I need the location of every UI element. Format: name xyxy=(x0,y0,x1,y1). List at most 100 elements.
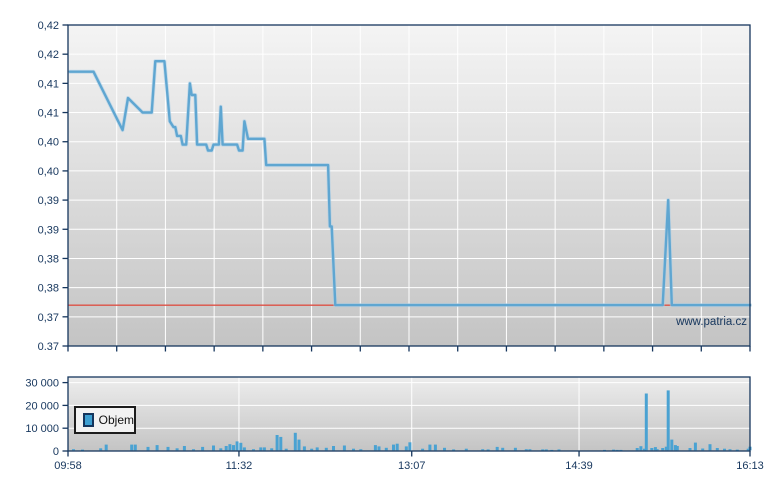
patria-watermark: www.patria.cz xyxy=(676,316,747,328)
price-y-tick-label: 0,40 xyxy=(38,137,59,149)
volume-bar xyxy=(146,446,150,451)
volume-bar xyxy=(99,448,103,451)
volume-bar xyxy=(377,446,381,451)
volume-bar xyxy=(404,446,408,451)
price-y-tick-label: 0,41 xyxy=(38,78,59,90)
volume-plot-background xyxy=(68,377,750,451)
volume-bar xyxy=(242,447,246,451)
volume-bar xyxy=(513,447,517,451)
volume-y-tick-label: 20 000 xyxy=(25,400,59,412)
volume-bar xyxy=(443,447,446,451)
volume-bar xyxy=(408,442,412,451)
volume-bar xyxy=(228,444,232,451)
volume-bar xyxy=(324,447,328,451)
price-y-tick-label: 0,37 xyxy=(38,312,59,324)
volume-bar xyxy=(655,449,659,451)
price-y-tick-label: 0.37 xyxy=(38,341,59,353)
volume-bar xyxy=(421,448,425,451)
price-y-tick-label: 0,39 xyxy=(38,224,59,236)
volume-bar xyxy=(235,441,239,451)
volume-legend-label: Objem xyxy=(98,413,134,427)
volume-bar xyxy=(544,449,548,451)
volume-bar xyxy=(302,446,306,451)
volume-bar xyxy=(675,446,679,451)
volume-bar xyxy=(664,446,668,451)
volume-bar xyxy=(239,442,243,451)
volume-y-tick-label: 10 000 xyxy=(25,423,59,435)
volume-bar xyxy=(315,447,319,451)
volume-bar xyxy=(201,446,205,451)
volume-bar xyxy=(293,432,297,451)
volume-bar xyxy=(728,449,732,451)
volume-bar xyxy=(395,443,399,451)
volume-bar xyxy=(252,449,255,451)
volume-bar xyxy=(495,446,499,451)
volume-bar xyxy=(155,445,159,451)
volume-bar xyxy=(104,444,108,451)
price-y-tick-label: 0,40 xyxy=(38,166,59,178)
volume-bar xyxy=(219,448,223,451)
volume-bar xyxy=(541,449,545,451)
volume-bar xyxy=(661,448,665,451)
volume-bar xyxy=(670,439,674,451)
price-line xyxy=(68,60,752,307)
volume-bar xyxy=(635,448,639,451)
volume-bar xyxy=(501,447,505,451)
volume-bar xyxy=(392,444,395,451)
volume-bar xyxy=(352,448,355,451)
price-y-tick-label: 0,42 xyxy=(38,20,59,32)
volume-legend: Objem xyxy=(74,406,136,434)
volume-bar xyxy=(708,444,712,451)
volume-bar xyxy=(693,442,697,451)
volume-bar xyxy=(481,449,485,451)
volume-bar xyxy=(612,449,616,451)
volume-bar xyxy=(643,448,646,451)
volume-bar xyxy=(342,445,346,451)
volume-bar xyxy=(650,448,654,451)
volume-bar xyxy=(701,448,705,451)
volume-bar xyxy=(528,449,532,451)
volume-bar xyxy=(428,444,432,451)
price-y-tick-label: 0,38 xyxy=(38,253,59,265)
volume-bar xyxy=(275,435,279,451)
volume-bar xyxy=(673,445,677,451)
time-axis-label: 14:39 xyxy=(565,460,593,472)
volume-bar xyxy=(72,449,75,451)
volume-bar xyxy=(212,445,215,451)
volume-bar xyxy=(715,448,719,451)
volume-bar xyxy=(182,446,186,451)
volume-bar xyxy=(735,449,739,451)
volume-plot-frame xyxy=(67,376,751,452)
time-axis-label: 09:58 xyxy=(54,460,82,472)
volume-bar xyxy=(279,436,283,451)
volume-bar xyxy=(175,448,179,451)
volume-bar xyxy=(224,446,228,451)
price-y-tick-label: 0,41 xyxy=(38,108,59,120)
volume-bar xyxy=(639,446,643,451)
volume-bar xyxy=(666,390,670,451)
volume-y-tick-label: 0 xyxy=(53,446,59,458)
volume-bar xyxy=(486,449,490,451)
volume-bar xyxy=(310,448,314,451)
volume-bar xyxy=(433,444,437,451)
volume-bar xyxy=(384,447,388,451)
volume-bar xyxy=(259,447,263,451)
volume-bar xyxy=(130,444,134,451)
volume-bar xyxy=(653,447,657,451)
volume-chart: 0 10 000 20 000 30 000 09:58 11:32 13:07 14:39 1… xyxy=(25,376,764,472)
price-y-tick-label: 0,38 xyxy=(38,283,59,295)
volume-bar xyxy=(284,448,288,451)
time-axis-label: 16:13 xyxy=(736,460,764,472)
volume-bar xyxy=(524,449,528,451)
volume-bar xyxy=(192,449,195,451)
volume-bar xyxy=(270,448,274,451)
volume-bar xyxy=(644,393,648,451)
volume-bar xyxy=(81,449,84,451)
volume-bar xyxy=(262,447,266,451)
volume-bar xyxy=(232,445,235,451)
volume-bar xyxy=(133,444,137,451)
time-axis-label: 11:32 xyxy=(226,460,253,472)
volume-y-tick-label: 30 000 xyxy=(25,378,59,390)
price-y-tick-label: 0,39 xyxy=(38,195,59,207)
